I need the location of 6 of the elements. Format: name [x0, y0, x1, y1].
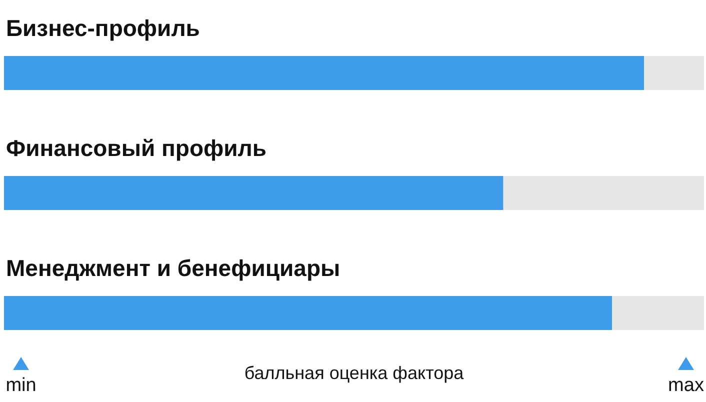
y-tick-label: Бизнес-профиль	[6, 15, 200, 41]
text: max	[668, 375, 704, 396]
y-tick-label: Менеджмент и бенефициары	[6, 255, 340, 281]
x-axis-title: балльная оценка фактора	[244, 363, 465, 383]
text: min	[6, 375, 36, 396]
y-tick-label: Финансовый профиль	[6, 135, 267, 161]
